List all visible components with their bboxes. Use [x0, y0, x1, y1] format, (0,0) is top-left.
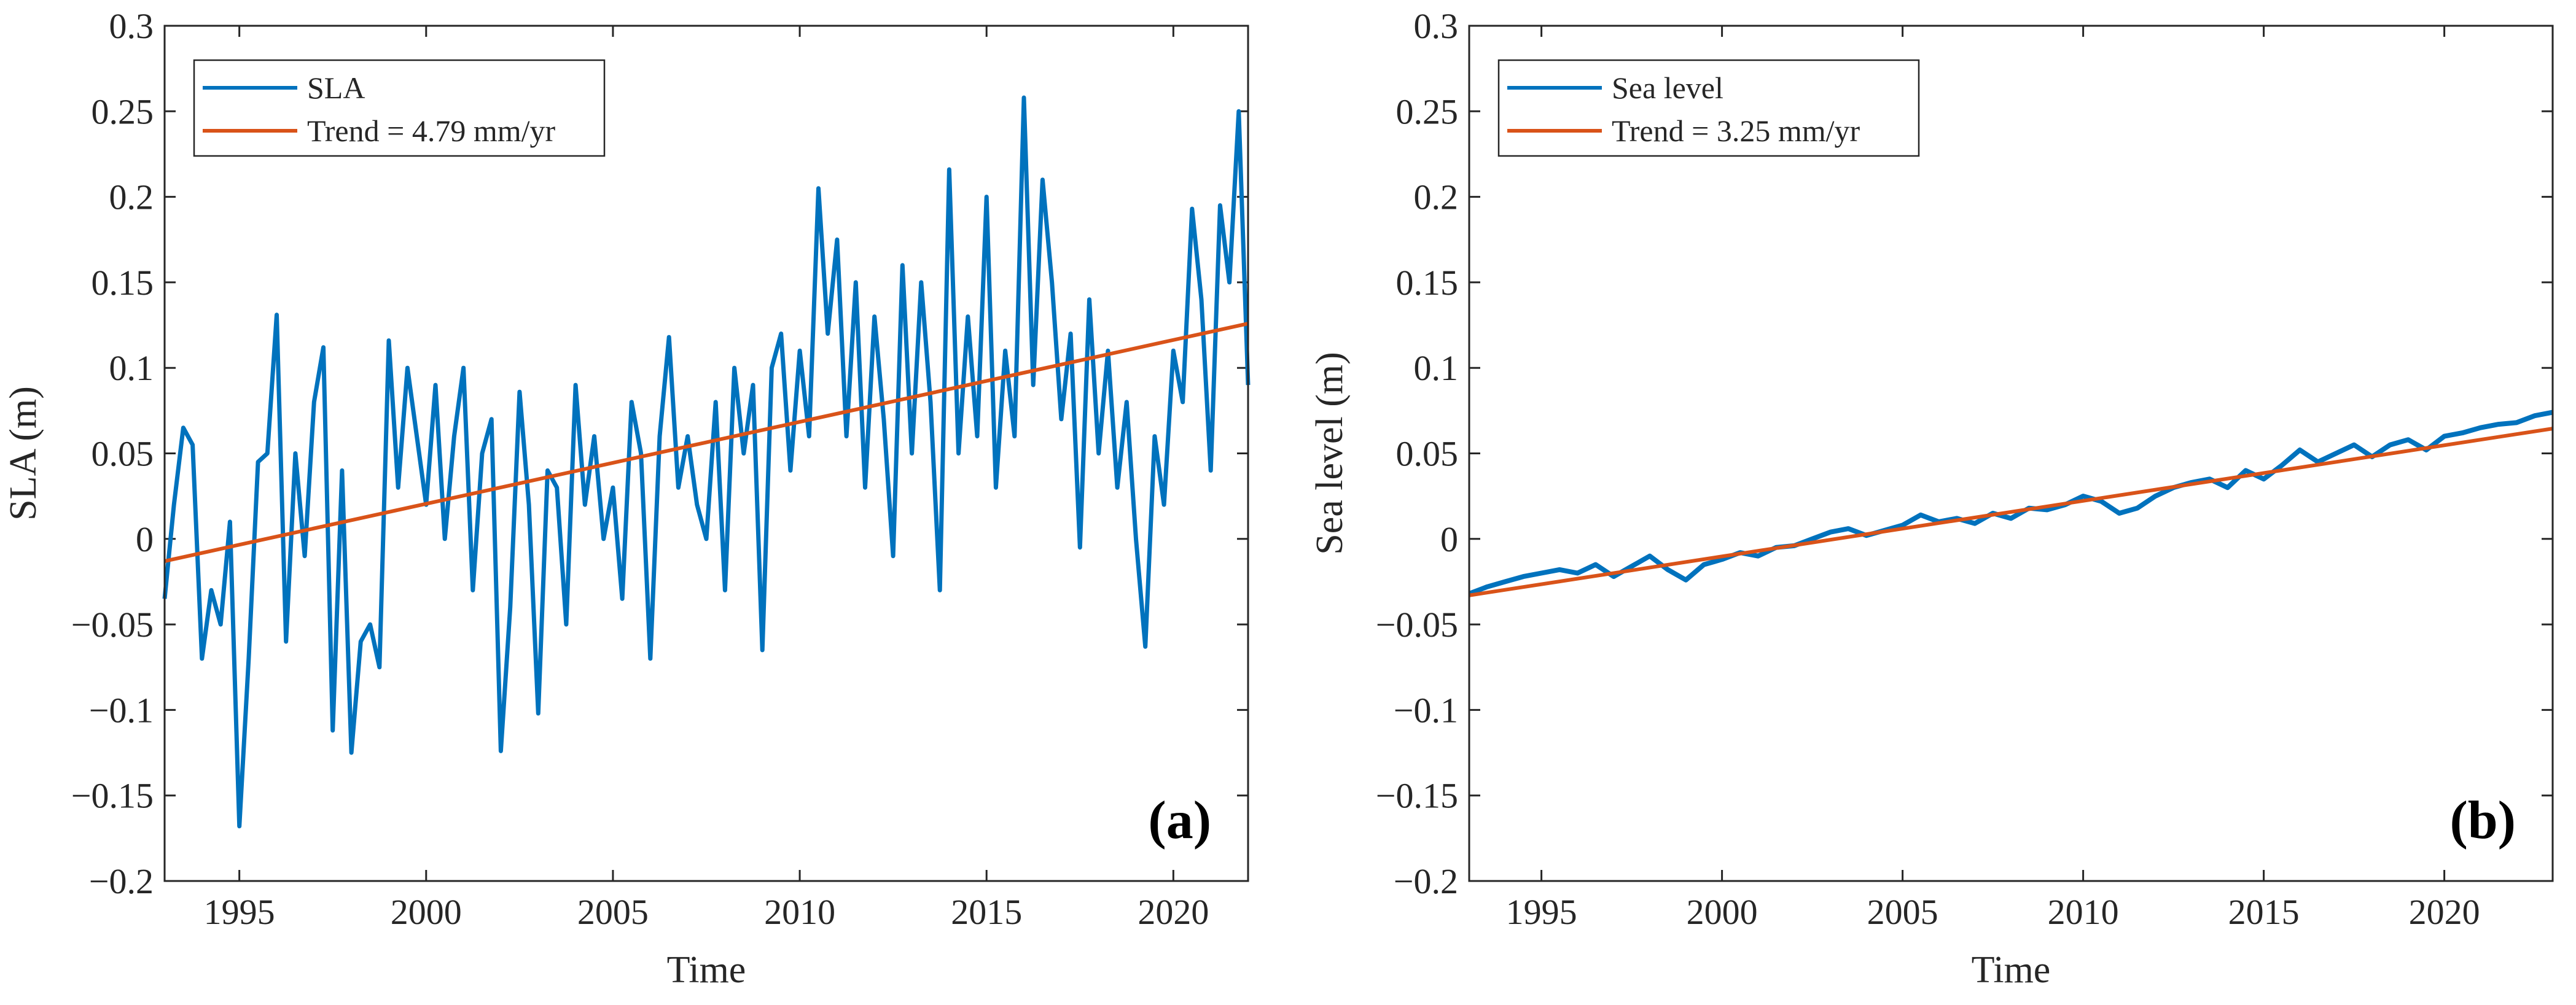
panel-a-x-ticks: 1995 2000 2005 2010 2015 2020 [204, 26, 1209, 932]
panel-b-y-tick-label: −0.15 [1376, 776, 1458, 816]
panel-b-x-tick-label: 2005 [1867, 892, 1938, 932]
panel-b-plot-lines [1468, 409, 2553, 597]
panel-a-x-tick-label: 2000 [391, 892, 462, 932]
panel-b-x-tick-label: 2020 [2409, 892, 2480, 932]
panel-b-legend-label-trend: Trend = 3.25 mm/yr [1612, 114, 1860, 148]
panel-b: 0.3 0.25 0.2 0.15 0.1 0.05 0 −0.05 −0.1 −0.15 −0.2… [1309, 6, 2554, 991]
panel-a-series-line-trend [164, 322, 1249, 563]
panel-b-y-axis-label: Sea level (m) [1309, 352, 1351, 555]
panel-a-y-tick-label: 0.2 [109, 177, 154, 217]
panel-b-axes-box [1468, 25, 2554, 882]
panel-a: 0.3 0.25 0.2 0.15 0.1 0.05 0 −0.05 −0.1 −0.15 −0.2… [2, 6, 1251, 991]
panel-a-y-tick-label: −0.15 [71, 776, 154, 816]
panel-a-x-tick-label: 1995 [204, 892, 275, 932]
panel-b-label: (b) [2449, 791, 2516, 850]
panel-a-x-tick-label: 2005 [577, 892, 649, 932]
panel-a-x-tick-label: 2015 [951, 892, 1022, 932]
panel-a-y-tick-label: 0 [136, 519, 154, 559]
panel-b-x-axis-label: Time [1972, 949, 2051, 991]
panel-a-y-tick-label: 0.25 [92, 91, 154, 131]
panel-a-y-ticks: 0.3 0.25 0.2 0.15 0.1 0.05 0 −0.05 −0.1 −0.15 −0.2 [71, 6, 1248, 901]
panel-b-y-tick-label: 0.15 [1396, 263, 1459, 303]
panel-b-legend: Sea level Trend = 3.25 mm/yr [1497, 59, 1920, 157]
panel-a-x-tick-label: 2010 [764, 892, 835, 932]
panel-b-x-tick-label: 1995 [1506, 892, 1577, 932]
panel-b-y-tick-label: 0.2 [1414, 177, 1459, 217]
panel-b-y-tick-label: 0.3 [1414, 6, 1459, 46]
panel-a-y-axis-label: SLA (m) [2, 386, 44, 521]
panel-a-legend-box [193, 59, 606, 157]
panel-a-x-axis-label: Time [667, 949, 746, 991]
panel-b-x-tick-label: 2010 [2048, 892, 2119, 932]
panel-b-y-tick-label: 0.05 [1396, 434, 1459, 474]
panel-b-x-tick-label: 2015 [2228, 892, 2300, 932]
panel-b-y-tick-label: 0.1 [1414, 348, 1459, 388]
panel-a-y-tick-label: 0.05 [92, 434, 154, 474]
panel-b-y-tick-label: 0 [1440, 519, 1458, 559]
panel-a-y-tick-label: 0.1 [109, 348, 154, 388]
panel-b-legend-box [1497, 59, 1920, 157]
panel-a-y-tick-label: 0.3 [109, 6, 154, 46]
panel-a-legend: SLA Trend = 4.79 mm/yr [193, 59, 606, 157]
panel-b-y-tick-label: −0.2 [1394, 861, 1458, 901]
panel-a-x-tick-label: 2020 [1138, 892, 1209, 932]
panel-b-x-ticks: 1995 2000 2005 2010 2015 2020 [1506, 26, 2480, 932]
panel-a-plot-lines [162, 95, 1251, 829]
panel-a-legend-label-sla: SLA [307, 71, 365, 105]
panel-b-x-tick-label: 2000 [1687, 892, 1758, 932]
panel-a-label: (a) [1148, 791, 1211, 850]
panel-b-series-line-trend [1469, 427, 2553, 597]
panel-b-y-tick-label: −0.05 [1376, 605, 1458, 645]
panel-b-y-tick-label: 0.25 [1396, 91, 1459, 131]
panel-a-y-tick-label: −0.05 [71, 605, 154, 645]
panel-a-y-tick-label: −0.1 [89, 690, 154, 730]
panel-b-y-ticks: 0.3 0.25 0.2 0.15 0.1 0.05 0 −0.05 −0.1 −0.15 −0.2 [1376, 6, 2553, 901]
panel-a-y-tick-label: −0.2 [89, 861, 154, 901]
panel-a-axes-box [163, 25, 1249, 882]
panel-a-legend-label-trend: Trend = 4.79 mm/yr [307, 114, 556, 148]
panel-b-legend-label-sea-level: Sea level [1612, 71, 1723, 105]
panel-b-y-tick-label: −0.1 [1394, 690, 1458, 730]
panel-a-y-tick-label: 0.15 [92, 263, 154, 303]
